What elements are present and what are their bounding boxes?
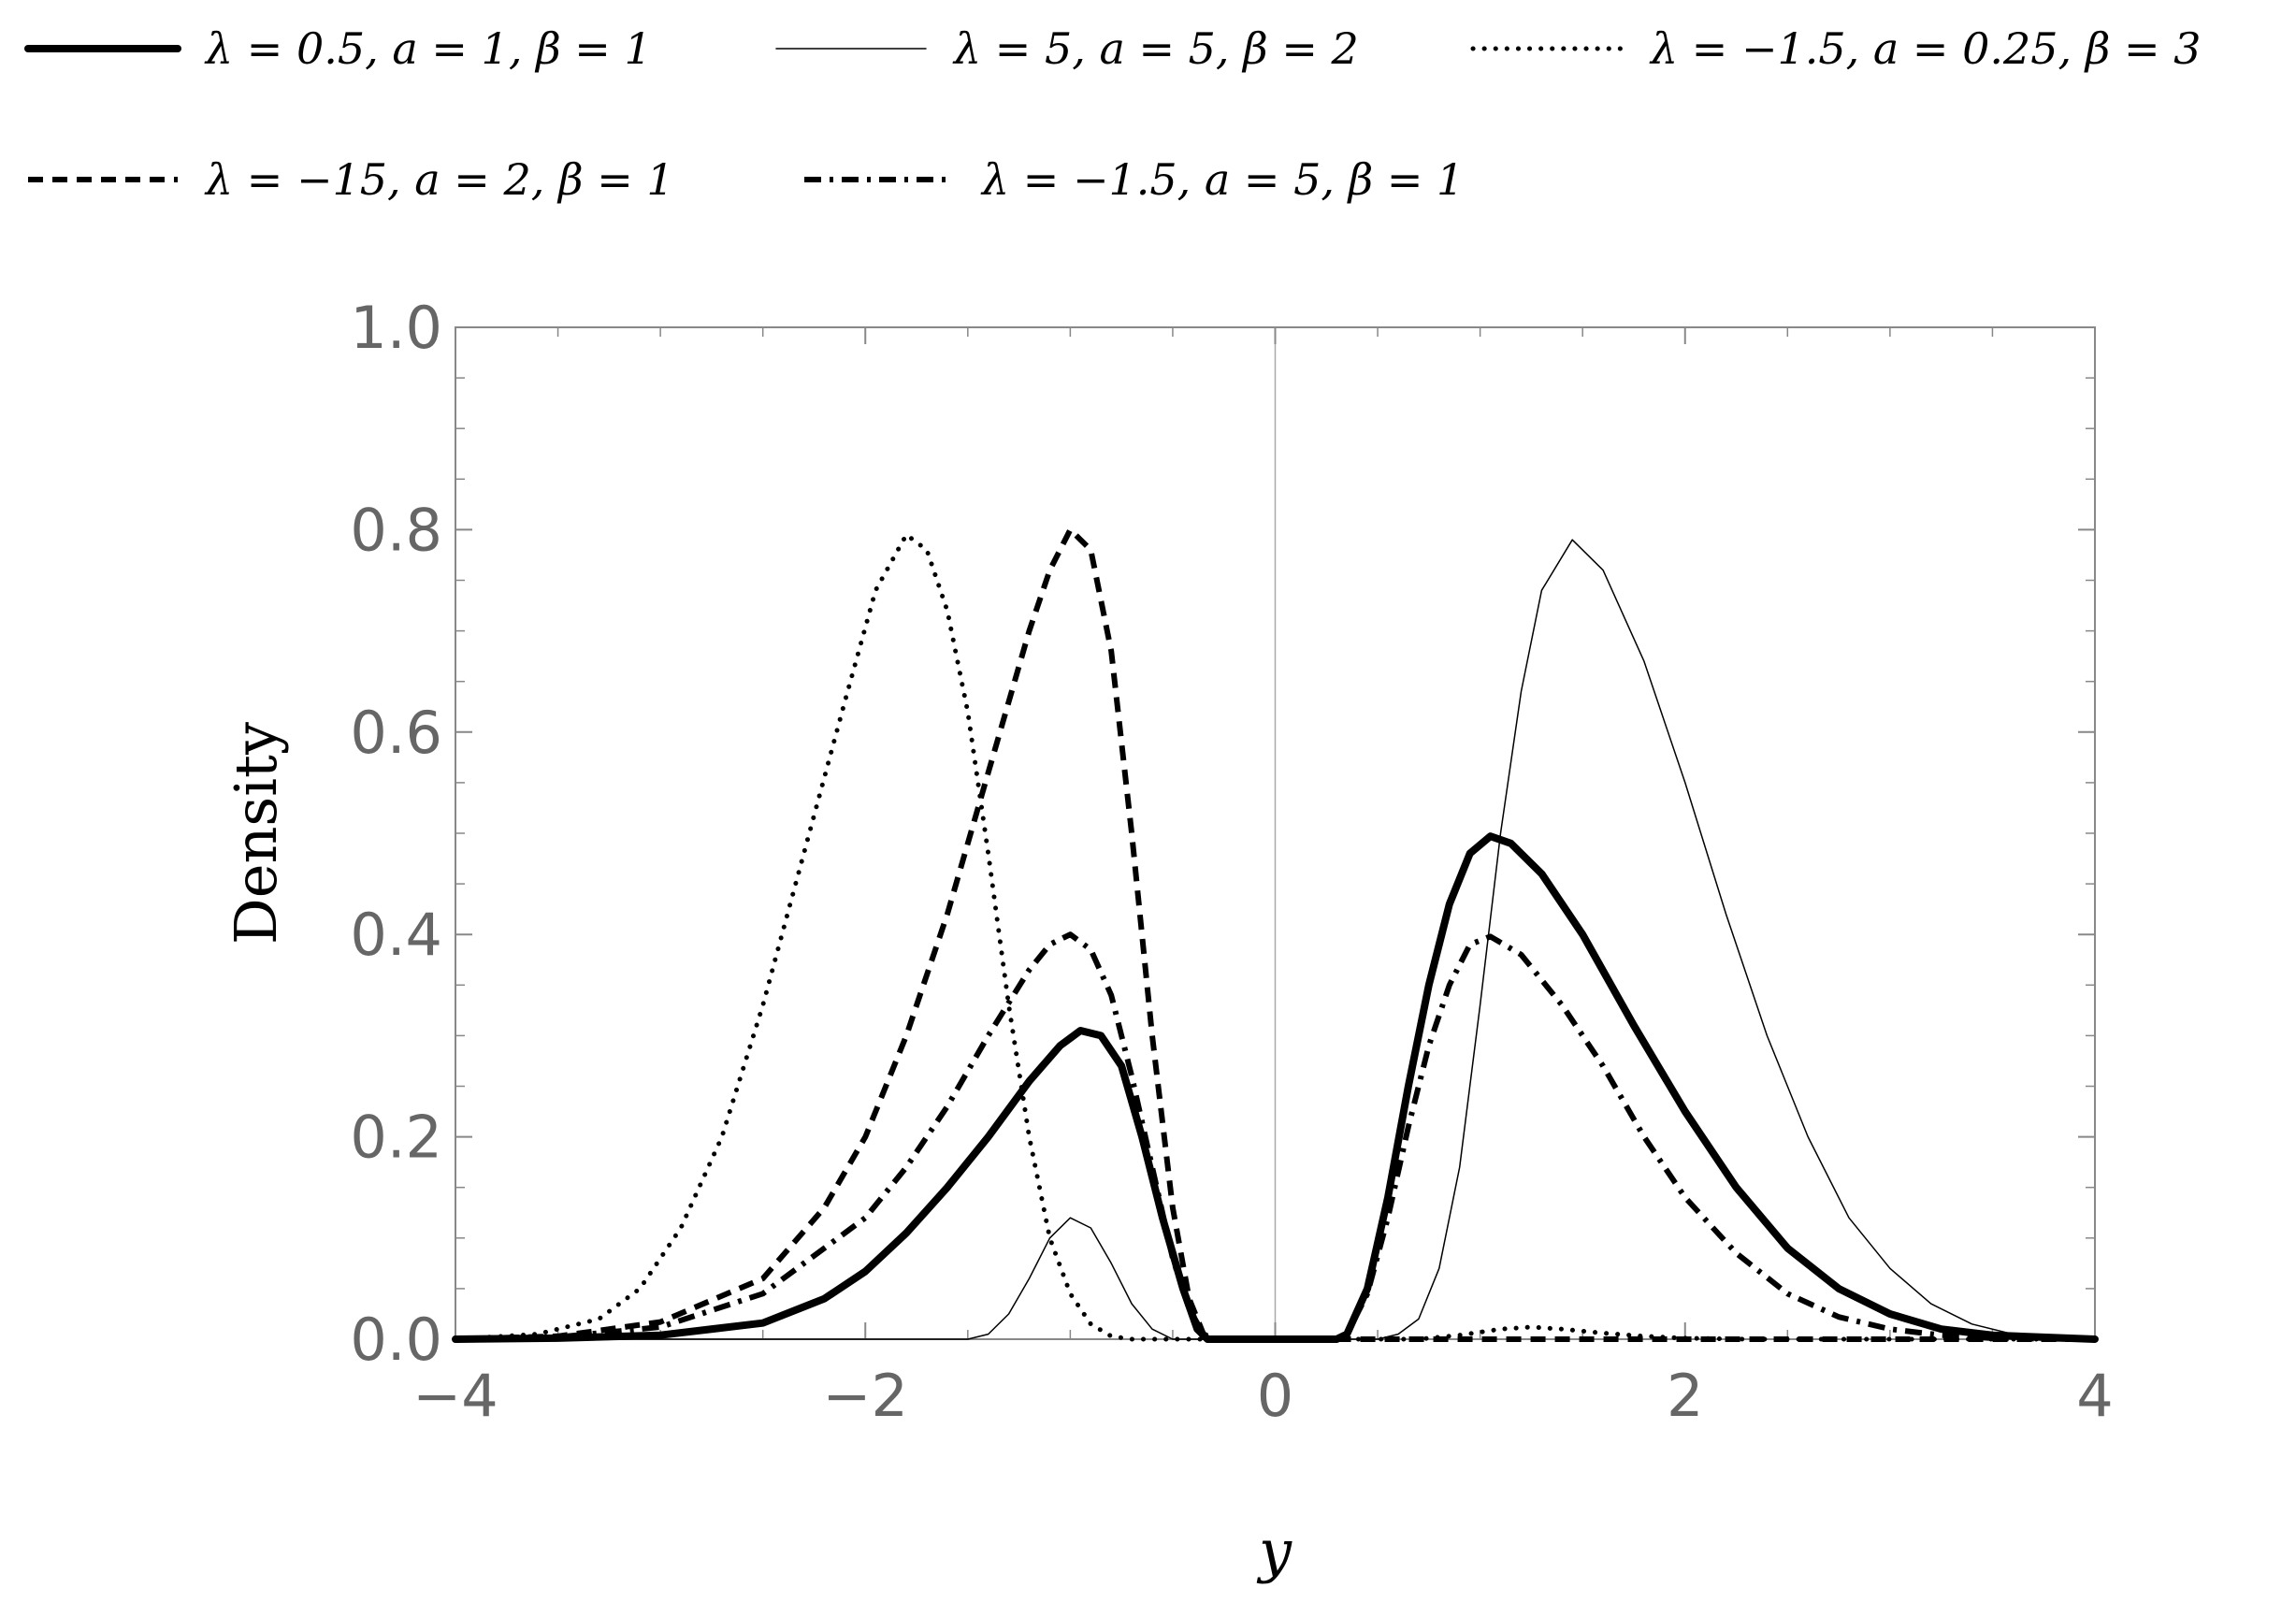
x-tick-label: −2 [823,1362,908,1430]
series-layer [452,527,2099,1343]
x-tick-label: 0 [1257,1362,1293,1430]
legend-item: λ = −1.5, a = 5, β = 1 [804,154,1464,205]
legend-label: λ = −1.5, a = 5, β = 1 [980,154,1464,205]
x-tick-label: 4 [2076,1362,2113,1430]
plot-frame [455,326,2096,1340]
legend-item: λ = 0.5, a = 1, β = 1 [24,23,652,74]
legend-label: λ = −1.5, a = 0.25, β = 3 [1649,23,2201,74]
y-axis-title: Density [222,722,290,945]
y-tick-label: 1.0 [350,294,442,362]
y-tick-label: 0.0 [350,1306,442,1374]
series-line-4 [455,527,2095,1342]
legend-item: λ = 5, a = 5, β = 2 [775,23,1359,74]
y-tick-label: 0.4 [350,901,442,969]
legend-label: λ = −15, a = 2, β = 1 [204,154,674,205]
y-tick-label: 0.2 [350,1104,442,1172]
legend-label: λ = 0.5, a = 1, β = 1 [204,23,652,74]
legend: λ = 0.5, a = 1, β = 1 λ = 5, a = 5, β = 2… [24,23,2201,205]
series-line-5 [455,931,2096,1342]
legend-item: λ = −1.5, a = 0.25, β = 3 [1470,23,2201,74]
series-line-2 [455,539,2096,1340]
y-tick-label: 0.6 [350,699,442,767]
legend-item: λ = −15, a = 2, β = 1 [28,154,674,205]
y-tick-label: 0.8 [350,496,442,564]
tick-labels: −4 −2 0 2 4 0.0 0.2 0.4 0.6 0.8 1.0 [350,294,2113,1430]
series-line-3 [453,532,2098,1342]
x-axis-title: y [1256,1517,1292,1585]
x-tick-label: −4 [412,1362,498,1430]
legend-label: λ = 5, a = 5, β = 2 [952,23,1359,74]
x-tick-label: 2 [1667,1362,1703,1430]
